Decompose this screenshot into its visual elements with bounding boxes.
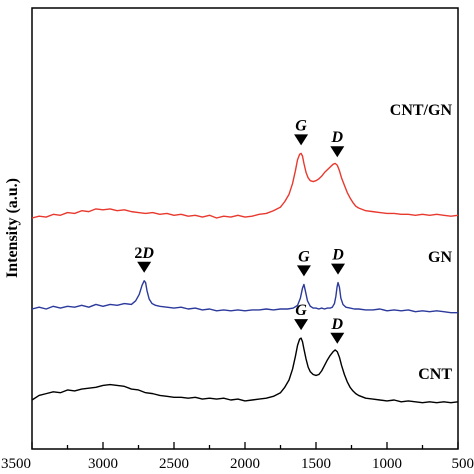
peak-marker-triangle [297,265,311,276]
peak-label: D [331,129,344,146]
peak-label: D [331,247,344,264]
x-tick-label: 3500 [1,456,31,472]
peak-marker-triangle [330,146,344,157]
peak-marker-triangle [330,333,344,344]
peak-marker-triangle [294,319,308,330]
series-line-cnt-gn [32,153,458,218]
peak-label: G [295,302,307,319]
x-axis-ticks [32,442,458,449]
series-layer [32,153,458,402]
plot-border [32,8,458,449]
series-line-gn [32,281,458,313]
series-label-cnt: CNT [418,366,452,383]
series-label-cnt-gn: CNT/GN [390,102,453,119]
x-axis-tick-labels: 3500 3000 2500 2000 1500 1000 500 [1,456,474,472]
peak-label: D [331,316,344,333]
y-axis-title: Intensity (a.u.) [4,178,21,278]
series-line-cnt [32,338,458,403]
series-labels: CNT/GN GN CNT [390,102,453,383]
x-tick-label: 1500 [301,456,331,472]
plot-frame [32,8,458,449]
x-tick-label: 2500 [159,456,189,472]
peak-label: 2D [134,245,154,262]
peak-marker-triangle [294,134,308,145]
x-tick-label: 3000 [88,456,118,472]
x-tick-label: 2000 [230,456,260,472]
peak-marker-triangle [331,264,345,275]
x-tick-label: 500 [452,456,474,472]
peak-label: G [295,117,307,134]
peak-label: G [298,248,310,265]
peak-marker-triangle [137,262,151,273]
series-label-gn: GN [428,249,452,266]
x-tick-label: 1000 [372,456,402,472]
